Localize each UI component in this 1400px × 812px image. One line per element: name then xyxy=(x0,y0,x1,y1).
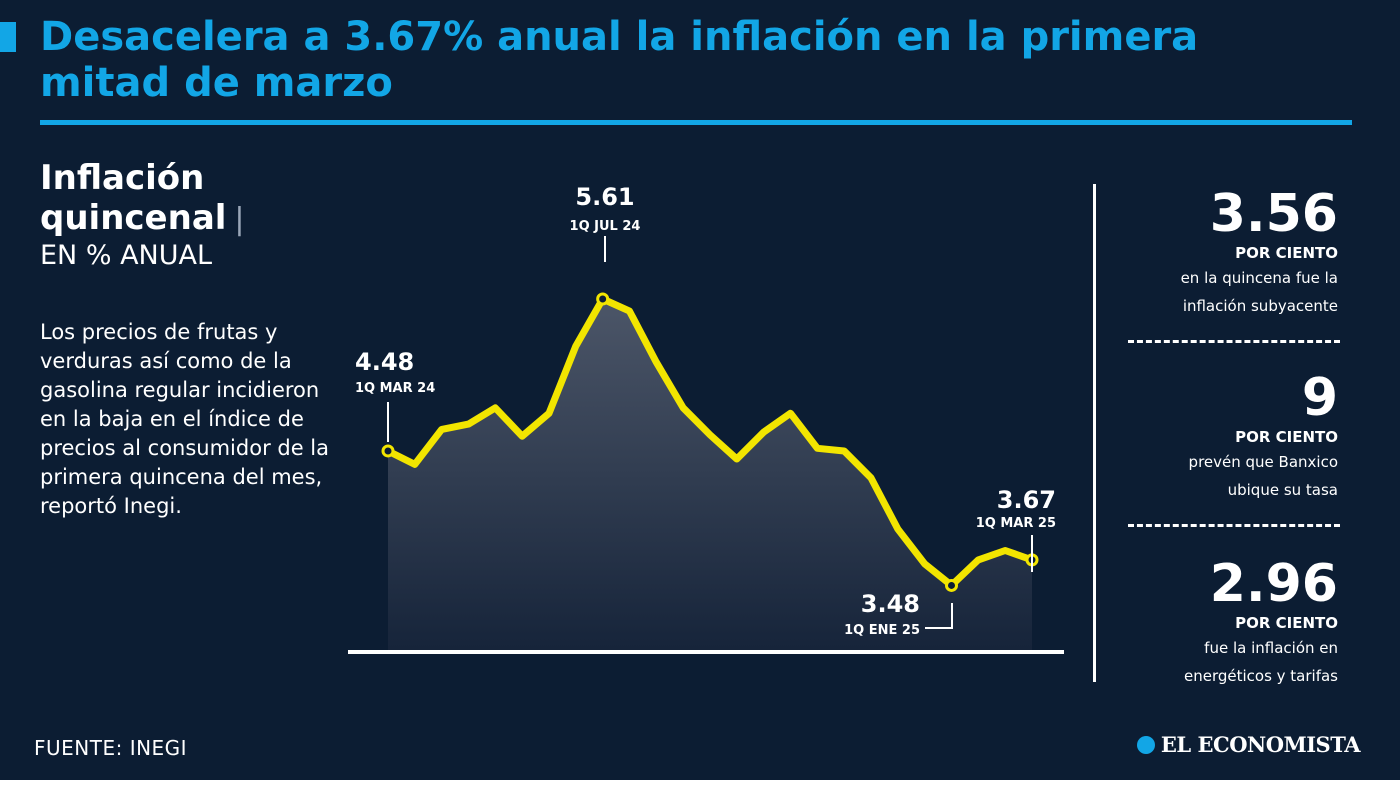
stat-caption: POR CIENTO xyxy=(1235,244,1338,262)
description-text: Los precios de frutas y verduras así com… xyxy=(40,320,330,518)
stat-banxico-rate: 9 POR CIENTO prevén que Banxico ubique s… xyxy=(1189,370,1338,504)
data-point xyxy=(681,406,685,410)
chart-unit: EN % ANUAL xyxy=(40,240,213,271)
stat-energy-inflation: 2.96 POR CIENTO fue la inflación en ener… xyxy=(1184,556,1338,690)
stat-text: fue la inflación en xyxy=(1204,639,1338,657)
brand-logo: EL ECONOMISTA xyxy=(1136,732,1361,757)
stat-value: 2.96 xyxy=(1209,554,1338,614)
source-note: FUENTE: INEGI xyxy=(34,736,188,760)
chart-heading: Inflación quincenal | EN % ANUAL xyxy=(40,158,340,274)
infographic-card: Desacelera a 3.67% anual la inflación en… xyxy=(0,0,1400,780)
annotation-value: 3.67 xyxy=(997,486,1056,514)
data-point xyxy=(976,558,980,562)
stat-value: 9 xyxy=(1301,368,1338,428)
brand-icon xyxy=(1136,736,1155,754)
data-point xyxy=(869,476,873,480)
chart-baseline xyxy=(348,650,1064,654)
annotation-value: 4.48 xyxy=(355,348,414,376)
vertical-divider xyxy=(1093,184,1096,682)
chart-heading-line2: quincenal xyxy=(40,198,227,238)
data-point xyxy=(628,309,631,313)
stat-value: 3.56 xyxy=(1209,184,1338,244)
annotation-value: 3.48 xyxy=(861,590,920,618)
data-point xyxy=(762,430,766,434)
title-rule xyxy=(40,120,1352,125)
annotation-period: 1Q MAR 25 xyxy=(976,516,1056,531)
annotation-period: 1Q ENE 25 xyxy=(844,623,920,638)
annotation-period: 1Q JUL 24 xyxy=(570,219,641,234)
stat-divider xyxy=(1128,340,1340,343)
data-point xyxy=(789,411,792,415)
highlight-point xyxy=(596,292,610,306)
data-point xyxy=(896,527,900,531)
stat-caption: POR CIENTO xyxy=(1235,428,1338,446)
inflation-chart: 4.48 1Q MAR 24 5.61 1Q JUL 24 3.48 1Q ENE 25 3… xyxy=(355,183,1056,650)
data-point xyxy=(735,457,739,461)
data-point xyxy=(547,411,551,415)
data-point xyxy=(708,433,712,437)
data-point xyxy=(440,427,444,431)
stat-core-inflation: 3.56 POR CIENTO en la quincena fue la in… xyxy=(1181,186,1338,320)
stat-text: prevén que Banxico xyxy=(1188,453,1338,471)
title-marker xyxy=(0,22,16,52)
data-point xyxy=(574,344,578,348)
highlight-point xyxy=(381,444,395,458)
brand-name: EL ECONOMISTA xyxy=(1160,732,1361,757)
chart-area xyxy=(388,299,1032,650)
data-point xyxy=(413,462,417,466)
chart-heading-line1: Inflación xyxy=(40,158,205,198)
annotation-leader xyxy=(925,603,953,629)
stat-text: ubique su tasa xyxy=(1227,481,1338,499)
annotation-value: 5.61 xyxy=(575,183,634,211)
annotation-period: 1Q MAR 24 xyxy=(355,381,435,396)
data-point xyxy=(520,434,524,438)
data-point xyxy=(654,360,658,364)
data-point xyxy=(493,406,497,410)
data-point xyxy=(815,446,819,450)
data-point xyxy=(1003,548,1007,552)
data-point xyxy=(842,449,846,453)
stat-text: en la quincena fue la xyxy=(1180,269,1338,287)
highlight-point xyxy=(945,578,958,592)
stat-text: inflación subyacente xyxy=(1182,297,1338,315)
page-title: Desacelera a 3.67% anual la inflación en… xyxy=(40,14,1199,106)
stat-text: energéticos y tarifas xyxy=(1183,667,1338,685)
data-point xyxy=(923,562,927,566)
stat-caption: POR CIENTO xyxy=(1235,614,1338,632)
data-point xyxy=(467,422,470,426)
chart-heading-separator: | xyxy=(234,202,245,237)
stat-divider xyxy=(1128,524,1340,527)
